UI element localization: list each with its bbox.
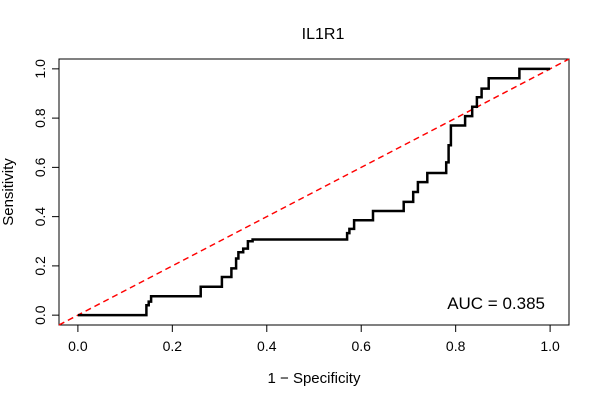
y-tick-label: 0.0 <box>32 305 48 325</box>
x-tick-label: 0.0 <box>68 338 88 354</box>
x-axis: 0.0 0.2 0.4 0.6 0.8 1.0 <box>68 324 560 354</box>
series-layer <box>58 58 570 326</box>
x-tick-label: 0.4 <box>257 338 277 354</box>
y-tick-label: 0.6 <box>32 157 48 177</box>
reference-diagonal-line <box>58 58 570 326</box>
y-tick-label: 0.8 <box>32 108 48 128</box>
x-tick-label: 0.2 <box>163 338 183 354</box>
y-tick-label: 0.2 <box>32 256 48 276</box>
x-axis-label: 1 − Specificity <box>268 370 361 387</box>
x-tick-label: 0.6 <box>351 338 371 354</box>
y-axis: 0.0 0.2 0.4 0.6 0.8 1.0 <box>32 59 60 325</box>
y-axis-label: Sensitivity <box>0 158 17 226</box>
x-tick-label: 1.0 <box>540 338 560 354</box>
y-tick-label: 1.0 <box>32 59 48 79</box>
roc-curve-line <box>77 67 551 317</box>
chart-title: IL1R1 <box>302 26 345 43</box>
x-tick-label: 0.8 <box>446 338 466 354</box>
y-tick-label: 0.4 <box>32 207 48 227</box>
auc-annotation: AUC = 0.385 <box>447 294 545 313</box>
